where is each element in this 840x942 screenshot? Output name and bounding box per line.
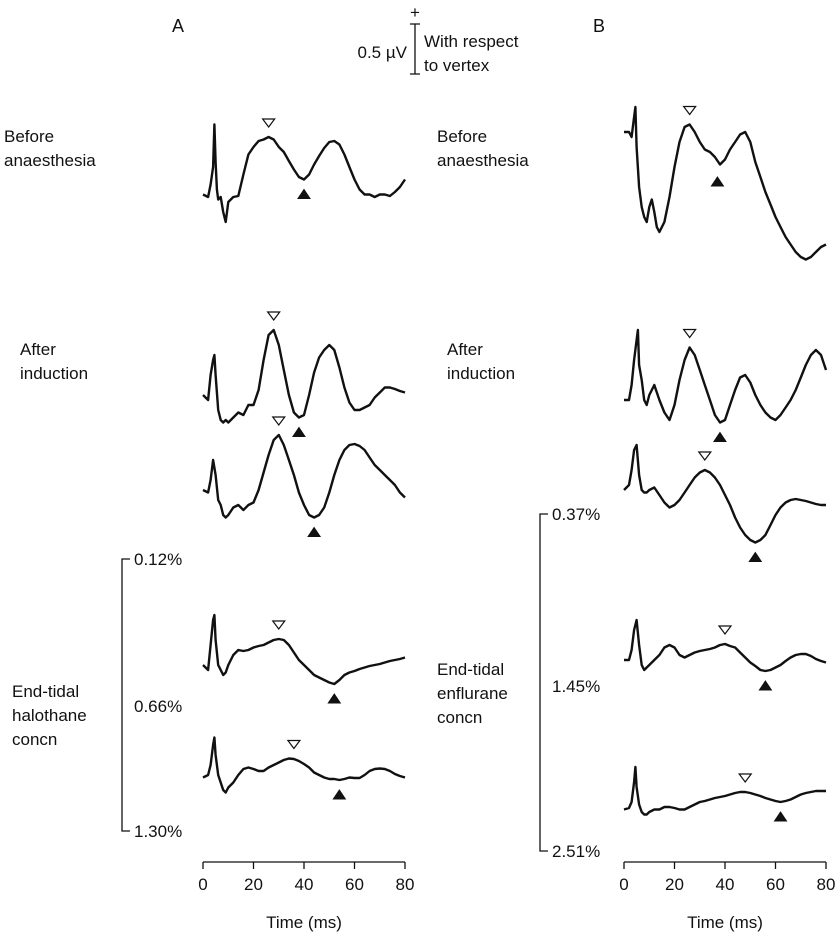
trough-marker: [758, 680, 773, 691]
trough-marker: [710, 176, 725, 187]
concentration-label: 0.12%: [134, 550, 182, 569]
waveform-trace-2: [202, 328, 406, 424]
row-label: anaesthesia: [437, 151, 529, 170]
waveform-trace-4: [202, 613, 406, 686]
concentration-label: 1.45%: [552, 677, 600, 696]
x-tick-label: 20: [244, 875, 263, 894]
x-tick-label: 80: [396, 875, 415, 894]
trough-marker: [297, 188, 311, 199]
x-axis-title: Time (ms): [687, 913, 763, 932]
scale-bar-caption: to vertex: [424, 56, 490, 75]
x-tick-label: 0: [619, 875, 628, 894]
row-label: induction: [20, 364, 88, 383]
trough-marker: [307, 526, 322, 537]
trough-marker: [773, 811, 788, 822]
agent-label: halothane: [12, 706, 87, 725]
row-label: anaesthesia: [4, 151, 96, 170]
agent-label: concn: [437, 708, 482, 727]
waveform-trace-5: [202, 736, 406, 794]
waveform-trace-3: [623, 443, 826, 544]
waveform-trace-1: [202, 123, 406, 224]
x-tick-label: 80: [817, 875, 836, 894]
agent-label: concn: [12, 730, 57, 749]
scale-bar-group: +0.5 µV With respect to vertex: [358, 3, 519, 75]
row-label: Before: [4, 127, 54, 146]
x-tick-label: 60: [766, 875, 785, 894]
panel-a: A Before anaesthesia After induction End-tida…: [4, 16, 414, 932]
peak-marker: [286, 739, 302, 750]
concentration-label: 1.30%: [134, 822, 182, 841]
waveform-trace-1: [624, 105, 827, 261]
peak-marker: [697, 451, 712, 461]
peak-marker: [271, 620, 286, 630]
x-tick-label: 40: [716, 875, 735, 894]
concentration-label: 0.66%: [134, 697, 182, 716]
waveform-trace-5: [623, 765, 826, 816]
trough-marker: [292, 426, 306, 437]
x-tick-label: 20: [665, 875, 684, 894]
peak-marker: [682, 328, 697, 339]
row-label: After: [447, 340, 483, 359]
trough-marker: [713, 431, 727, 442]
x-tick-label: 60: [345, 875, 364, 894]
polarity-mark: +: [410, 3, 420, 22]
peak-marker: [717, 625, 733, 635]
row-label: Before: [437, 127, 487, 146]
panel-letter: B: [593, 16, 605, 36]
peak-marker: [266, 311, 281, 321]
concentration-bracket: [539, 513, 548, 852]
panel-letter: A: [172, 16, 184, 36]
row-label: After: [20, 340, 56, 359]
x-tick-label: 40: [295, 875, 314, 894]
row-label: induction: [447, 364, 515, 383]
scale-bar-caption: With respect: [424, 32, 519, 51]
peak-marker: [738, 773, 753, 783]
waveform-trace-3: [202, 433, 406, 519]
trough-marker: [332, 789, 347, 800]
scale-bar-label: 0.5 µV: [358, 43, 408, 62]
x-tick-label: 0: [198, 875, 207, 894]
peak-marker: [271, 416, 286, 426]
peak-marker: [261, 118, 276, 128]
agent-label: enflurane: [437, 684, 508, 703]
concentration-label: 0.37%: [552, 505, 600, 524]
waveform-trace-4: [624, 618, 827, 673]
peak-marker: [682, 105, 697, 116]
agent-label: End-tidal: [437, 660, 504, 679]
scale-bar: [410, 23, 420, 75]
panel-b: B Before anaesthesia After induction End-tida…: [437, 16, 835, 932]
waveform-trace-2: [624, 328, 828, 424]
concentration-bracket: [121, 558, 130, 832]
concentration-label: 2.51%: [552, 842, 600, 861]
x-axis-title: Time (ms): [266, 913, 342, 932]
agent-label: End-tidal: [12, 682, 79, 701]
trough-marker: [327, 693, 342, 704]
trough-marker: [748, 551, 763, 562]
